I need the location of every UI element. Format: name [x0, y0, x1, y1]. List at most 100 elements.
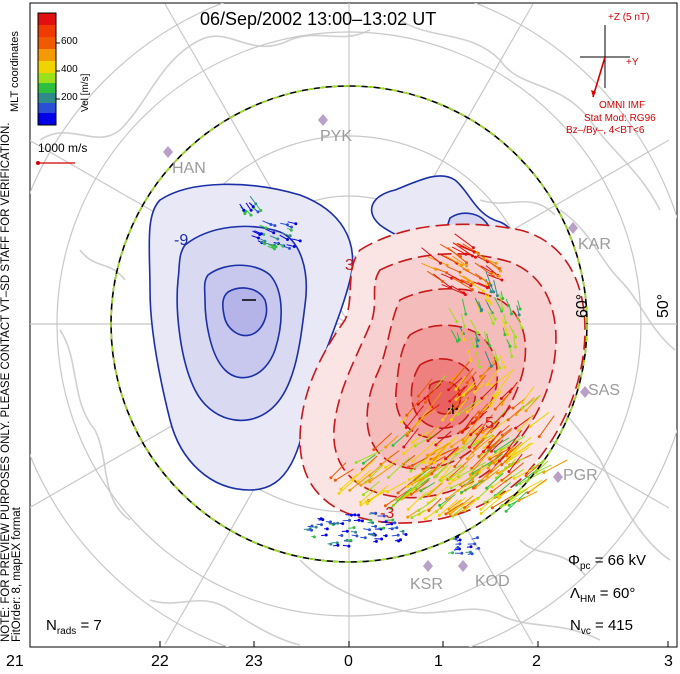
- velocity-vector: [460, 278, 473, 285]
- velocity-vector-origin: [500, 278, 504, 282]
- velocity-vector-origin: [478, 365, 482, 369]
- velocity-vector-origin: [387, 476, 390, 479]
- velocity-vector: [474, 297, 482, 311]
- velocity-vector: [428, 425, 439, 437]
- velocity-vector-origin: [454, 387, 458, 391]
- stat-lambda-value: = 60°: [599, 585, 636, 602]
- velocity-vector: [492, 494, 514, 509]
- velocity-vector: [462, 453, 476, 467]
- velocity-vector-origin: [395, 498, 399, 502]
- velocity-vector-origin: [423, 517, 427, 521]
- mlt-tick-3: 3: [664, 653, 673, 670]
- velocity-vector-origin: [395, 526, 399, 530]
- velocity-vector: [446, 481, 471, 500]
- velocity-vector: [361, 455, 378, 470]
- velocity-vector-origin: [435, 474, 439, 478]
- velocity-vector: [488, 270, 500, 277]
- velocity-vector: [488, 312, 494, 324]
- velocity-vector-origin: [458, 483, 462, 487]
- velocity-vectors: [239, 195, 568, 556]
- velocity-vector: [441, 472, 455, 482]
- velocity-vector-origin: [450, 418, 453, 422]
- velocity-vector: [451, 246, 467, 255]
- velocity-vector: [513, 337, 516, 348]
- velocity-vector-origin: [469, 545, 473, 549]
- velocity-vector-origin: [497, 459, 501, 463]
- imf-axis-y: +Y: [626, 57, 639, 68]
- velocity-vector-origin: [520, 406, 524, 410]
- velocity-vector-origin: [359, 483, 363, 487]
- velocity-vector-origin: [485, 486, 489, 490]
- velocity-vector-origin: [451, 377, 455, 381]
- velocity-vector-origin: [329, 520, 332, 524]
- velocity-vector: [352, 459, 375, 481]
- hm-boundary: [110, 85, 588, 563]
- velocity-vector-origin: [285, 223, 289, 227]
- velocity-vector-origin: [489, 302, 493, 306]
- velocity-vector-origin: [427, 461, 431, 465]
- velocity-vector-origin: [486, 285, 490, 289]
- station-pgr: PGR: [563, 467, 598, 484]
- velocity-vector-origin: [485, 338, 489, 342]
- velocity-vector: [525, 394, 541, 412]
- velocity-vector-origin: [444, 457, 448, 461]
- velocity-vector: [491, 476, 513, 493]
- velocity-vector: [474, 262, 494, 277]
- velocity-vector-origin: [441, 280, 445, 283]
- velocity-vector-origin: [487, 282, 491, 286]
- velocity-vector: [424, 383, 442, 399]
- station-marker-pyk: [318, 114, 328, 126]
- velocity-vector: [508, 453, 523, 472]
- velocity-vector-origin: [450, 382, 453, 386]
- velocity-vector: [407, 491, 427, 510]
- velocity-vector-origin: [460, 263, 464, 267]
- velocity-vector: [487, 293, 492, 304]
- velocity-vector: [506, 441, 523, 456]
- imf-model: Stat Mod: RG96: [584, 113, 656, 124]
- velocity-vector-origin: [468, 472, 472, 476]
- velocity-vector-origin: [251, 205, 255, 209]
- velocity-vector-origin: [513, 345, 517, 349]
- velocity-vector-origin: [434, 443, 438, 447]
- velocity-vector-origin: [444, 512, 448, 516]
- velocity-vector: [330, 462, 347, 479]
- velocity-vector: [516, 315, 523, 328]
- velocity-vector-origin: [501, 297, 505, 300]
- velocity-vector-origin: [528, 424, 532, 428]
- velocity-vector-origin: [526, 491, 530, 495]
- velocity-vector-origin: [426, 434, 430, 438]
- velocity-vector-origin: [401, 529, 405, 533]
- velocity-vector-origin: [463, 324, 467, 328]
- velocity-vector-origin: [271, 244, 275, 248]
- velocity-vector: [424, 467, 439, 477]
- colorbar-tick-200: 200: [61, 92, 78, 103]
- velocity-vector: [516, 305, 520, 316]
- velocity-vector-origin: [485, 383, 489, 387]
- velocity-vector: [482, 419, 500, 433]
- velocity-vector-origin: [445, 271, 449, 275]
- velocity-vector-origin: [382, 526, 386, 530]
- velocity-vector: [454, 456, 464, 467]
- velocity-vector: [487, 431, 501, 448]
- velocity-vector: [452, 255, 467, 267]
- velocity-vector-origin: [503, 333, 507, 337]
- velocity-vector-origin: [272, 231, 276, 235]
- velocity-vector-origin: [384, 534, 388, 538]
- velocity-vector: [485, 258, 500, 269]
- velocity-vector: [492, 353, 501, 368]
- velocity-vector-origin: [410, 516, 414, 520]
- velocity-vector-origin: [411, 459, 414, 463]
- velocity-vector: [525, 464, 540, 477]
- velocity-vector: [463, 428, 475, 444]
- velocity-vector-origin: [493, 407, 497, 411]
- velocity-vector-origin: [451, 551, 455, 555]
- velocity-vector: [499, 354, 506, 368]
- velocity-vector: [365, 464, 384, 483]
- velocity-vector: [463, 381, 476, 396]
- velocity-vector: [477, 281, 489, 288]
- velocity-vector-origin: [384, 520, 388, 523]
- velocity-vector: [484, 389, 501, 411]
- velocity-vector-origin: [481, 450, 485, 454]
- velocity-vector-origin: [448, 482, 452, 485]
- velocity-vector-origin: [506, 418, 510, 422]
